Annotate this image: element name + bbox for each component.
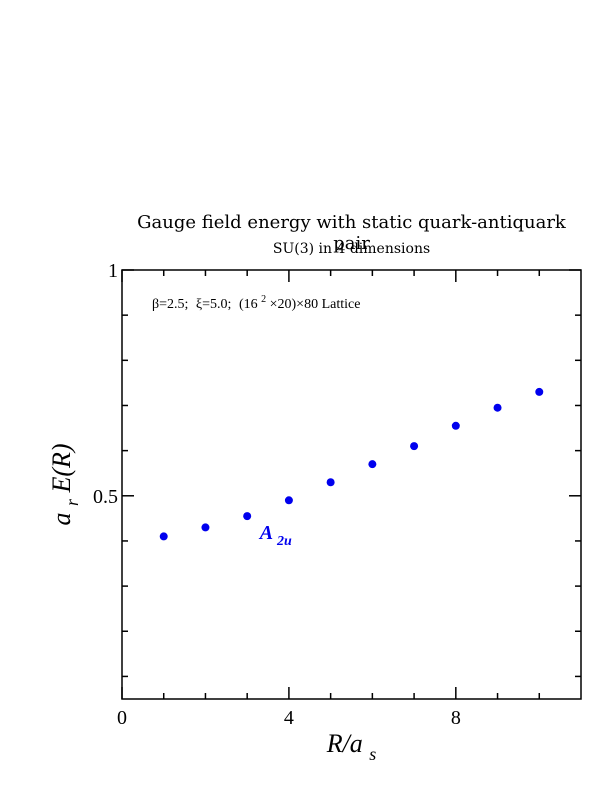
data-point (201, 523, 210, 532)
x-tick-label: 8 (451, 707, 461, 729)
y-tick-label: 1 (108, 260, 118, 282)
x-tick-label: 4 (284, 707, 294, 729)
x-axis-label-main: R/a (326, 729, 363, 758)
x-tick-label: 0 (117, 707, 127, 729)
lattice-superscript: 2 (261, 294, 266, 305)
y-axis-label-sub: r (62, 498, 82, 506)
data-point (243, 512, 252, 521)
x-axis-label-sub: s (369, 744, 376, 764)
data-point (284, 496, 293, 505)
lattice-text-b: ×20)×80 Lattice (270, 297, 361, 312)
chart-title: Gauge field energy with static quark-ant… (137, 212, 566, 254)
data-point (535, 387, 544, 396)
data-points (159, 387, 544, 541)
y-axis-label-pre: a (47, 513, 76, 526)
data-point (326, 478, 335, 487)
y-tick-label: 0.5 (93, 486, 118, 508)
data-point (159, 532, 168, 541)
chart-subtitle: SU(3) in 4 dimensions (272, 241, 431, 257)
series-label: A 2u (258, 522, 292, 549)
series-label-main: A (258, 522, 273, 544)
data-point (368, 460, 377, 469)
beta-text: β=2.5; (152, 297, 188, 312)
lattice-annotation: β=2.5; ξ=5.0; (16 2 ×20)×80 Lattice (152, 291, 360, 312)
plot-frame (121, 269, 582, 700)
lattice-text-a: (16 (239, 297, 258, 312)
y-axis-label: a r E(R) (47, 443, 84, 525)
axis-ticks: 0 4 8 0.5 1 (93, 260, 581, 729)
x-axis-label: R/a s (326, 729, 377, 764)
data-point (410, 442, 419, 451)
xi-text: ξ=5.0; (196, 297, 232, 312)
data-point (493, 403, 502, 412)
y-axis-label-main: E(R) (47, 443, 76, 493)
series-label-sub: 2u (276, 534, 292, 549)
data-point (451, 421, 460, 430)
